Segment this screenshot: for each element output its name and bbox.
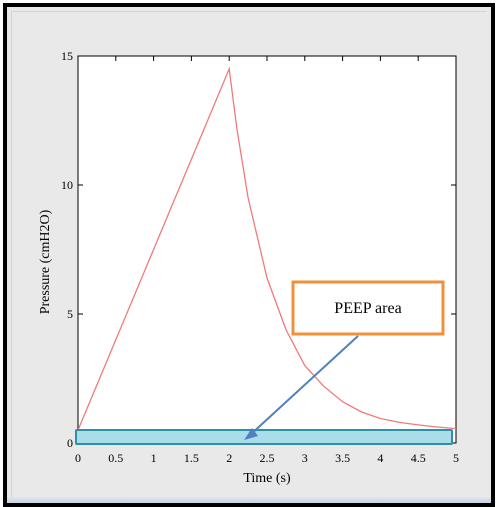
peep-area-band <box>75 429 453 445</box>
arrowhead-icon <box>244 428 258 440</box>
y-tick-label: 5 <box>67 307 73 321</box>
peep-callout-box <box>291 280 445 336</box>
x-axis-label: Time (s) <box>243 471 291 486</box>
x-tick-label: 3 <box>302 451 308 465</box>
x-tick-label: 2.5 <box>260 451 275 465</box>
y-tick-label: 15 <box>61 49 73 63</box>
x-tick-label: 1 <box>151 451 157 465</box>
y-axis-label: Pressure (cmH2O) <box>38 209 53 314</box>
x-tick-label: 2 <box>226 451 232 465</box>
window-inner-edge <box>11 11 487 503</box>
x-tick-label: 0 <box>75 451 81 465</box>
x-tick-label: 0.5 <box>108 451 123 465</box>
x-tick-label: 4 <box>377 451 383 465</box>
window-bottom-strip <box>7 497 491 503</box>
peep-callout-label: PEEP area <box>334 300 401 317</box>
pressure-curve <box>77 66 457 431</box>
plot-area <box>77 55 457 444</box>
x-tick-label: 1.5 <box>184 451 199 465</box>
peep-arrow <box>249 335 359 436</box>
x-tick-label: 3.5 <box>335 451 350 465</box>
x-tick-label: 4.5 <box>411 451 426 465</box>
y-tick-label: 0 <box>67 436 73 450</box>
x-tick-label: 5 <box>453 451 459 465</box>
x-axis: 0 0.5 1 1.5 2 2.5 3 3.5 4 4.5 5 <box>75 56 459 465</box>
y-tick-label: 10 <box>61 178 73 192</box>
